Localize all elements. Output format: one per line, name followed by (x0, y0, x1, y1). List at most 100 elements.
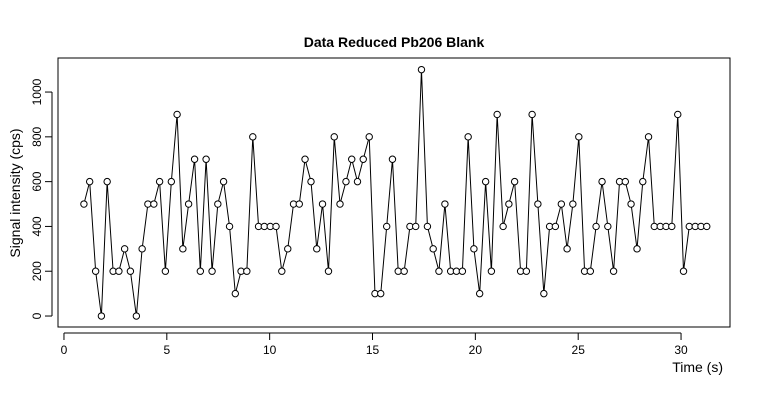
data-point (225, 222, 234, 231)
x-axis-label: Time (s) (672, 359, 723, 375)
data-point (214, 200, 222, 208)
data-point (586, 267, 595, 275)
data-point (557, 200, 566, 208)
data-point (435, 267, 443, 275)
y-tick-label: 1000 (30, 78, 44, 105)
data-point (592, 222, 600, 231)
x-tick-label: 0 (61, 343, 68, 357)
x-tick-label: 20 (469, 343, 483, 357)
x-tick-label: 30 (674, 343, 688, 357)
data-point (394, 267, 402, 275)
data-point (313, 245, 321, 253)
data-point (464, 133, 472, 141)
data-point (97, 312, 106, 320)
data-point (522, 267, 531, 275)
data-point (190, 155, 199, 163)
plot-frame (57, 57, 731, 328)
data-point (278, 267, 286, 275)
data-point (382, 222, 391, 231)
data-point (639, 177, 647, 186)
data-point (85, 177, 94, 186)
data-point (196, 267, 205, 275)
data-point (505, 200, 513, 208)
data-point (231, 289, 240, 298)
x-tick-label: 25 (572, 343, 586, 357)
data-point (284, 245, 292, 253)
data-point (132, 312, 141, 320)
data-point (353, 177, 362, 186)
data-point (674, 110, 682, 119)
data-point (627, 200, 635, 208)
data-point (295, 200, 303, 208)
data-point (412, 222, 420, 231)
data-point (388, 155, 397, 163)
data-line (83, 69, 707, 317)
data-point (621, 177, 630, 186)
data-point (487, 267, 496, 275)
data-point (475, 289, 484, 298)
data-point (569, 200, 577, 208)
data-point (115, 267, 123, 275)
data-point (260, 222, 269, 231)
data-point (499, 222, 507, 231)
data-point (120, 245, 129, 253)
data-point (679, 267, 688, 275)
data-point (91, 267, 100, 275)
data-point (184, 200, 193, 208)
data-point (650, 222, 659, 231)
data-point (155, 177, 164, 186)
data-point (685, 222, 693, 231)
data-point (493, 110, 501, 119)
data-point (219, 177, 228, 186)
data-point (377, 289, 385, 298)
data-point (417, 65, 426, 74)
data-point (528, 110, 536, 119)
data-point (644, 133, 653, 141)
data-point (318, 200, 327, 208)
data-point (598, 177, 606, 186)
x-tick-label: 10 (263, 343, 277, 357)
data-point (551, 222, 560, 231)
data-point (307, 177, 315, 186)
data-point (359, 155, 367, 163)
y-tick-label: 200 (30, 261, 44, 281)
data-point (80, 200, 88, 208)
data-point (441, 200, 449, 208)
data-point (534, 200, 542, 208)
x-tick-label: 5 (163, 343, 170, 357)
data-point (208, 267, 216, 275)
data-point (703, 222, 711, 231)
data-point (173, 110, 181, 119)
chart-title: Data Reduced Pb206 Blank (304, 34, 485, 50)
data-point (540, 289, 548, 298)
data-point (458, 267, 467, 275)
data-point (365, 133, 373, 141)
data-point (470, 245, 478, 253)
y-tick-label: 400 (30, 216, 44, 236)
data-point (336, 200, 344, 208)
data-point (348, 155, 356, 163)
data-point (249, 133, 257, 141)
data-point (301, 155, 309, 163)
data-point (423, 222, 432, 231)
data-point (510, 177, 519, 186)
data-point (342, 177, 350, 186)
data-point (452, 267, 461, 275)
data-point (330, 133, 338, 141)
data-point (563, 245, 571, 253)
data-point (103, 177, 111, 186)
data-point (481, 177, 490, 186)
data-point (138, 245, 146, 253)
y-tick-label: 800 (30, 127, 44, 147)
data-point (161, 267, 170, 275)
y-tick-label: 0 (30, 312, 44, 319)
data-point (575, 133, 583, 141)
data-point (429, 245, 437, 253)
data-point (167, 177, 176, 186)
data-point (126, 267, 135, 275)
data-point (324, 267, 333, 275)
y-tick-label: 600 (30, 171, 44, 191)
data-point (400, 267, 408, 275)
x-tick-label: 15 (366, 343, 380, 357)
